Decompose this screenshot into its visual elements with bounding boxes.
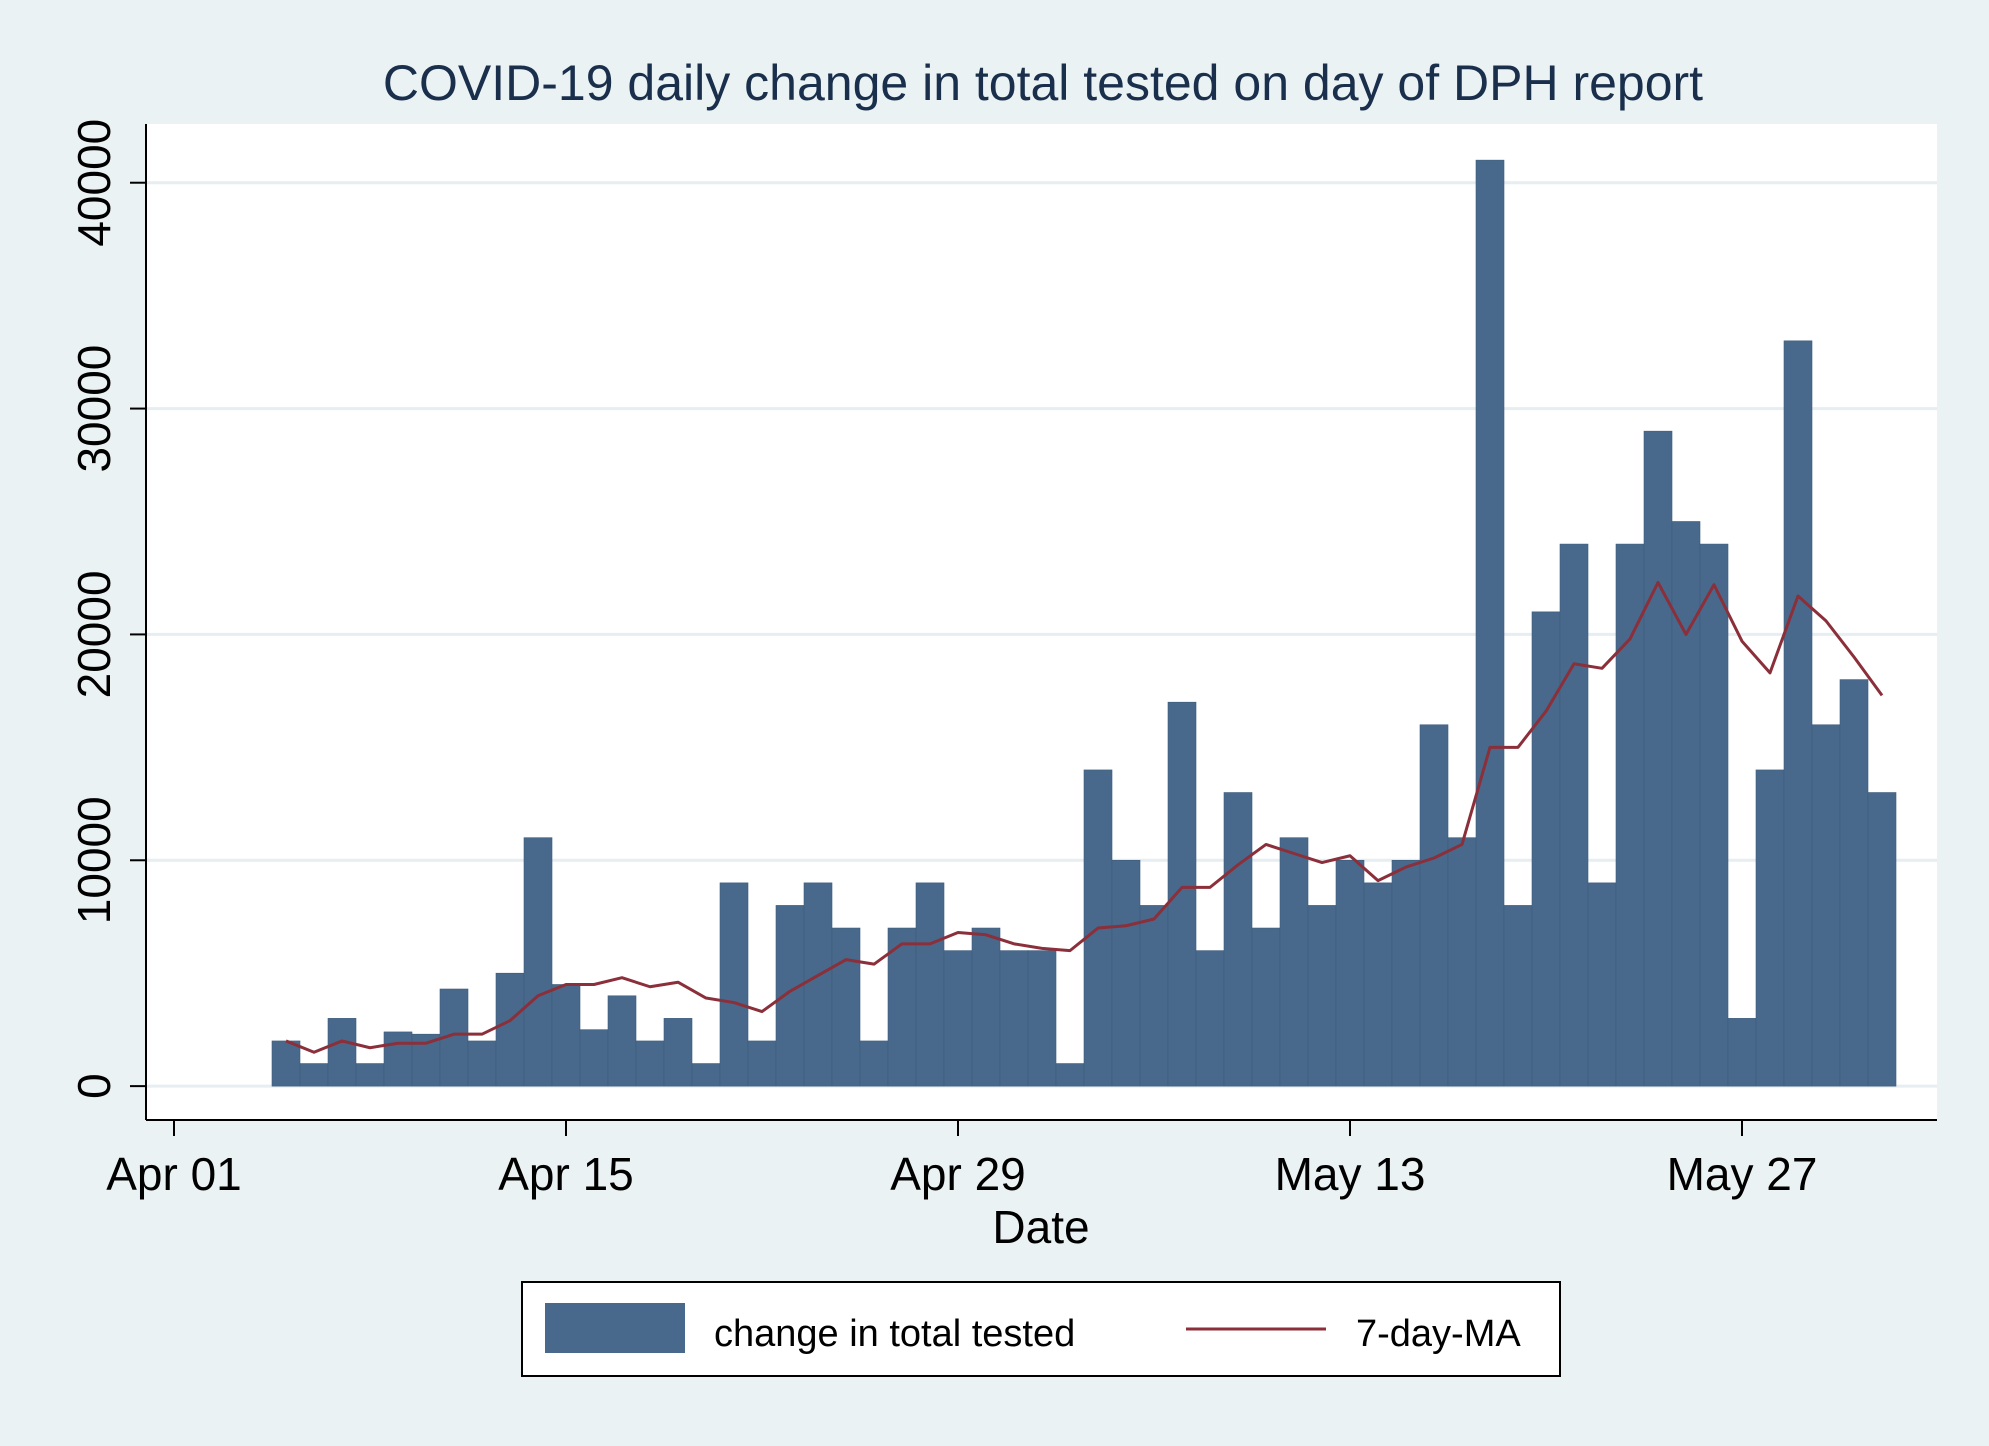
bar	[1251, 927, 1281, 1087]
bar	[971, 927, 1001, 1087]
legend: change in total tested 7-day-MA	[521, 1281, 1561, 1377]
bar	[1867, 792, 1897, 1087]
y-tick-label: 20000	[68, 570, 120, 698]
bar	[803, 882, 833, 1087]
bar	[859, 1040, 889, 1087]
x-tick-label: Apr 01	[106, 1148, 242, 1200]
x-tick-label: May 13	[1275, 1148, 1426, 1200]
bar	[271, 1040, 301, 1087]
bar	[607, 995, 637, 1087]
bar	[1111, 859, 1141, 1087]
ma-line	[285, 580, 1884, 1054]
bar	[1587, 882, 1617, 1087]
bar	[887, 927, 917, 1087]
chart-title: COVID-19 daily change in total tested on…	[383, 55, 1703, 111]
bar	[943, 950, 973, 1087]
bar	[915, 882, 945, 1087]
bar	[1839, 679, 1869, 1087]
bar	[467, 1040, 497, 1087]
bar	[1671, 521, 1701, 1087]
bar	[663, 1018, 693, 1087]
y-tick-label: 40000	[68, 119, 120, 247]
bar	[1727, 1018, 1757, 1087]
y-tick-label: 0	[68, 1073, 120, 1099]
x-tick-label: May 27	[1667, 1148, 1818, 1200]
bar	[831, 927, 861, 1087]
bar	[691, 1063, 721, 1087]
x-tick-label: Apr 15	[498, 1148, 634, 1200]
legend-label-line: 7-day-MA	[1356, 1313, 1521, 1355]
bar	[1391, 859, 1421, 1087]
bar	[1027, 950, 1057, 1087]
bar	[1335, 859, 1365, 1087]
bar	[1783, 340, 1813, 1087]
bar	[1503, 905, 1533, 1087]
bar	[327, 1018, 357, 1087]
bar	[1419, 724, 1449, 1087]
legend-swatch-bars	[545, 1303, 685, 1353]
bar	[747, 1040, 777, 1087]
ma-line-series	[285, 580, 1884, 1054]
legend-label-bars: change in total tested	[714, 1313, 1075, 1355]
bar	[551, 984, 581, 1087]
bar	[999, 950, 1029, 1087]
bar	[1559, 543, 1589, 1087]
bar	[1475, 159, 1505, 1087]
bar	[299, 1063, 329, 1087]
bar	[1363, 882, 1393, 1087]
y-tick-label: 10000	[68, 796, 120, 924]
bar	[1755, 769, 1785, 1087]
bar	[1223, 792, 1253, 1087]
x-tick-label: Apr 29	[890, 1148, 1026, 1200]
bar	[719, 882, 749, 1087]
bar	[1643, 430, 1673, 1087]
bar	[355, 1063, 385, 1087]
bar	[1615, 543, 1645, 1087]
bar	[775, 905, 805, 1087]
bar	[1055, 1063, 1085, 1087]
bar	[1531, 611, 1561, 1087]
bar	[1139, 905, 1169, 1087]
x-axis-label: Date	[992, 1201, 1089, 1253]
legend-box	[521, 1281, 1561, 1377]
bar	[635, 1040, 665, 1087]
bar	[1699, 543, 1729, 1087]
bar	[1195, 950, 1225, 1087]
bar	[1811, 724, 1841, 1087]
bar	[1167, 701, 1197, 1087]
bar	[495, 972, 525, 1087]
bar	[579, 1029, 609, 1087]
bar	[1279, 837, 1309, 1087]
bar	[1447, 837, 1477, 1087]
axes: 0 10000 20000 30000 40000 Apr 01 Apr 15 Apr 29 M…	[68, 119, 1937, 1200]
bar	[1307, 905, 1337, 1087]
y-tick-label: 30000	[68, 345, 120, 473]
bar	[383, 1031, 413, 1087]
bar	[523, 837, 553, 1087]
